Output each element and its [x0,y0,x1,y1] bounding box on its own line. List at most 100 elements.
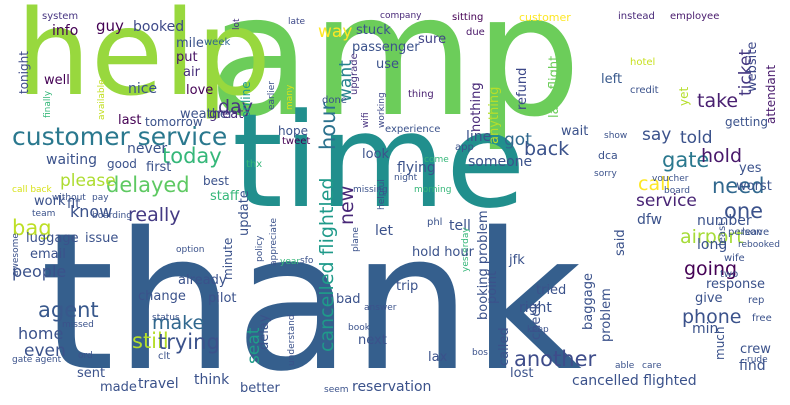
word: phone [682,306,742,328]
word: one [724,199,764,223]
word: working [377,92,387,128]
word: sfo [300,256,314,266]
word: team [32,209,56,219]
word: long [697,237,728,253]
word: travel [138,376,179,392]
word: stuck [356,23,391,38]
word: amp [208,0,582,154]
word: back [524,138,570,160]
word: guy [96,17,124,35]
word: thx [246,159,263,170]
word: wait [561,124,589,139]
word: refund [515,67,530,110]
word: point [485,270,500,304]
word: able [615,361,635,371]
word: line [466,129,492,145]
word: lot [232,18,242,30]
word: today [162,144,222,168]
word: morning [414,185,452,195]
word: even [24,341,66,361]
word: tonight [17,51,31,94]
word: plane [351,227,361,252]
word: gate [662,148,710,172]
word: response [706,277,766,292]
word: going [684,258,738,280]
word: customer service [12,122,228,151]
word: thank [40,192,582,405]
word: let [375,223,393,239]
word: book [348,323,370,333]
word: min [692,321,719,337]
word: clt [158,351,171,362]
word: cancelled flightled [316,177,338,352]
word: cancelled flighted [572,373,697,389]
word: experience [385,124,441,135]
word: late flight [547,55,562,118]
word: show [604,131,628,141]
word: wife [724,253,745,264]
word: made [100,380,137,395]
word: email [30,247,66,262]
word: dca [598,149,618,162]
word: keep [527,325,549,335]
word: delayed [106,173,190,197]
word: status [152,313,180,323]
word: delay [257,314,272,350]
word: answer [364,303,397,313]
word: hold [701,145,743,167]
word: got [504,130,532,150]
word: thing [408,89,434,100]
word: still [132,329,169,353]
word: please [60,171,116,191]
word: instead [618,11,655,22]
word: rep [748,295,765,306]
word: good [107,157,137,171]
word: right [519,300,552,316]
word: jfk [509,253,525,268]
word: website [745,41,760,92]
word: info [52,23,79,39]
word: people [12,262,67,281]
word: staff [210,189,239,204]
word: finally [43,90,53,118]
word: option [176,245,205,255]
word: waiting [46,152,98,168]
word: another [514,347,597,371]
word: yes [739,161,762,176]
word: love [186,83,214,98]
word: need [712,174,765,198]
word: person [728,227,763,238]
word: sorry [594,169,617,179]
word: flying [397,160,436,176]
word: two [720,269,739,280]
word: late [288,17,306,27]
word: appreciate [269,217,279,266]
word: passenger [352,40,420,55]
word: booked [133,19,185,35]
word: hold hour [412,245,474,260]
word: credit [630,85,659,96]
word: help [16,0,272,122]
word: someone [468,154,533,170]
word: find [739,358,766,374]
word: change [138,289,186,304]
word: much [713,326,727,361]
word: first [146,160,172,175]
word: many [285,84,295,110]
word: issue [85,231,119,246]
word: earlier [267,81,277,110]
word: nice [128,81,158,97]
word: ord [78,351,93,361]
word: tell [449,218,471,234]
word: tomorrow [145,115,203,129]
word: without [52,193,86,203]
word: home [18,324,64,343]
word: told [680,128,713,148]
word: leave [742,227,770,238]
word: rebooked [738,240,780,250]
word: look [362,147,390,162]
word: voucher [652,174,689,184]
word: airport [680,226,744,248]
word: next [358,333,387,348]
word: lost [510,366,534,381]
